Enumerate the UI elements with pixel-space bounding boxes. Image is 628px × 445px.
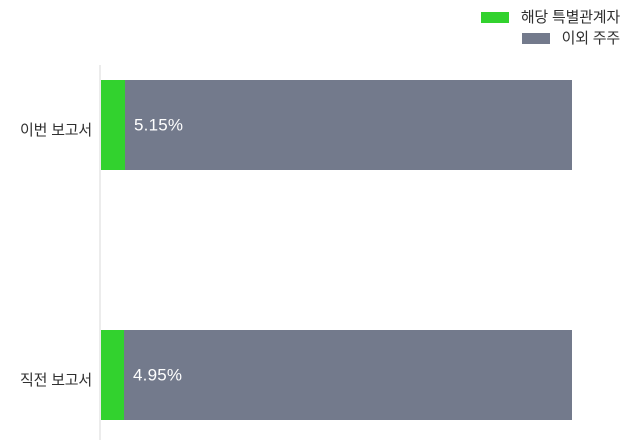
category-label-0: 이번 보고서 <box>20 122 92 139</box>
bar-segment-highlight[interactable] <box>101 80 125 170</box>
bar-segment-highlight[interactable] <box>101 330 124 420</box>
category-axis-line <box>99 65 101 440</box>
bar-row[interactable]: 5.15% <box>101 80 572 170</box>
bar-row[interactable]: 4.95% <box>101 330 572 420</box>
legend-swatch-green-icon <box>480 12 509 23</box>
chart-legend: 해당 특별관계자 이외 주주 <box>480 9 621 47</box>
legend-label-highlight: 해당 특별관계자 <box>520 9 620 26</box>
legend-item-highlight[interactable]: 해당 특별관계자 <box>480 9 620 26</box>
category-label-1: 직전 보고서 <box>20 372 92 389</box>
bar-value-label: 5.15% <box>134 115 184 135</box>
legend-label-rest: 이외 주주 <box>561 30 621 47</box>
legend-item-rest[interactable]: 이외 주주 <box>521 30 621 47</box>
bar-segment-rest[interactable]: 5.15% <box>125 80 572 170</box>
bar-segment-rest[interactable]: 4.95% <box>124 330 572 420</box>
bar-value-label: 4.95% <box>133 365 183 385</box>
legend-swatch-gray-icon <box>521 33 550 44</box>
